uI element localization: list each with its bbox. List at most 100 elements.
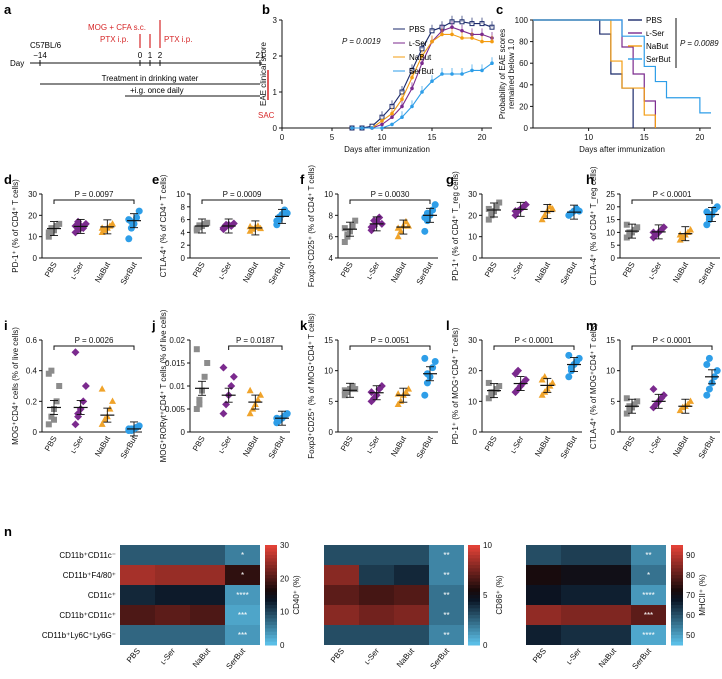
- x-tick-label: PBS: [43, 435, 59, 453]
- heatmap-cell: [120, 545, 155, 565]
- panel-n3: **************PBS ʟ-Ser NaBut SerBut5060708…: [526, 545, 707, 671]
- colorbar-segment: [468, 628, 480, 633]
- significance-stars: **: [443, 551, 449, 560]
- heatmap-cell: [155, 585, 190, 605]
- p-value: P < 0.0001: [653, 336, 692, 345]
- x-tick-label: 5: [330, 133, 335, 142]
- panel-j: j 0 0.005 0.01 0.015 0.02 PBS ʟ-Ser NaBut SerBut P…: [151, 309, 291, 462]
- panel-label-e: e: [152, 172, 159, 187]
- colorbar-segment: [265, 608, 277, 613]
- heatmap-cell: [225, 585, 260, 605]
- x-tick-label: PBS: [621, 261, 637, 279]
- colorbar-segment: [468, 605, 480, 609]
- heatmap-cell: [324, 585, 359, 605]
- x-tick-label: PBS: [483, 435, 499, 453]
- colorbar-segment: [265, 545, 277, 549]
- data-point: [431, 357, 439, 365]
- y-tick-label: 20: [468, 211, 477, 220]
- heatmap-cell: [526, 625, 561, 645]
- data-point: [488, 392, 495, 399]
- data-point: [394, 232, 402, 240]
- colorbar-segment: [265, 548, 277, 553]
- panel-label-f: f: [300, 172, 305, 187]
- p-value: P = 0.0026: [75, 336, 114, 345]
- data-point: [575, 354, 583, 362]
- colorbar-segment: [265, 561, 277, 566]
- colorbar-segment: [468, 635, 480, 639]
- heatmap-cell: [190, 545, 225, 565]
- x-tick-label: 20: [695, 133, 704, 142]
- x-tick-label: PBS: [621, 435, 637, 453]
- data-point: [703, 391, 711, 399]
- data-point: [623, 395, 630, 402]
- x-tick-label: NaBut: [389, 260, 408, 284]
- y-tick-label: 5: [329, 397, 334, 406]
- panel-h: h 0 5 10 15 20 25 PBS ʟ-Ser NaBut SerBut P < 0.0001…: [586, 166, 721, 286]
- panel-d: d 0 10 20 30 PBS ʟ-Ser NaBut SerBut P = 0.0097 PD-…: [4, 172, 143, 286]
- ptx-label-2: PTX i.p.: [164, 35, 192, 44]
- panel-label-j: j: [151, 318, 156, 333]
- colorbar-segment: [468, 585, 480, 589]
- data-point: [538, 215, 546, 223]
- colorbar-segment: [671, 638, 683, 643]
- colorbar-segment: [671, 625, 683, 629]
- data-point: [549, 379, 557, 386]
- data-point: [196, 401, 203, 408]
- heatmap-cell: [561, 565, 596, 585]
- data-point: [71, 348, 80, 357]
- y-tick-label: 40: [519, 81, 528, 90]
- data-point: [575, 207, 583, 215]
- day-label: Day: [10, 59, 24, 68]
- heatmap-cell: [120, 565, 155, 585]
- heatmap-cell: [324, 545, 359, 565]
- legend-label-SerBut: SerBut: [409, 67, 434, 76]
- data-point: [135, 422, 143, 430]
- x-tick-label: ʟ-Ser: [508, 260, 525, 281]
- y-axis-label: PD-1⁺ (% of CD4⁺ T_reg cells): [451, 171, 460, 281]
- colorbar-segment: [671, 595, 683, 599]
- x-tick-label: SerBut: [267, 434, 287, 460]
- y-tick-label: 1: [273, 88, 278, 97]
- y-tick-label: 0: [181, 428, 186, 437]
- y-tick-label: 0: [611, 428, 616, 437]
- colorbar-segment: [265, 598, 277, 603]
- data-point: [196, 222, 203, 229]
- x-tick-label: PBS: [191, 435, 207, 453]
- y-tick-label: 10: [468, 397, 477, 406]
- data-point: [56, 220, 63, 227]
- x-tick-label: NaBut: [671, 260, 690, 284]
- y-tick-label: 0: [33, 254, 38, 263]
- data-point: [705, 385, 713, 393]
- data-point: [135, 207, 143, 215]
- y-tick-label: 20: [28, 211, 37, 220]
- legend-label-L-Ser: ʟ-Ser: [409, 39, 428, 48]
- x-tick-label: SerBut: [697, 434, 717, 460]
- col-label: NaBut: [597, 646, 619, 669]
- heatmap-cell: [561, 545, 596, 565]
- col-label: NaBut: [191, 646, 213, 669]
- data-point: [496, 199, 503, 206]
- heatmap-cell: [190, 585, 225, 605]
- heatmap-cell: [155, 545, 190, 565]
- colorbar-segment: [671, 641, 683, 646]
- x-tick-label: SerBut: [119, 434, 139, 460]
- colorbar-segment: [671, 575, 683, 579]
- colorbar-segment: [265, 575, 277, 579]
- panel-c: c 10 15 20 0 20 40 60 80 100 Days after immunizati…: [496, 2, 719, 154]
- y-tick-label: 4: [181, 228, 186, 237]
- y-tick-label: 10: [176, 190, 185, 199]
- data-point: [390, 122, 394, 127]
- legend-label-NaBut: NaBut: [646, 42, 669, 51]
- colorbar-segment: [265, 618, 277, 623]
- colorbar-segment: [265, 565, 277, 569]
- colorbar-segment: [265, 555, 277, 559]
- data-point: [705, 213, 713, 221]
- colorbar-segment: [671, 558, 683, 563]
- colorbar-segment: [468, 571, 480, 576]
- colorbar-segment: [671, 621, 683, 626]
- heatmap-cell: [324, 605, 359, 625]
- colorbar-segment: [468, 545, 480, 549]
- colorbar-segment: [265, 591, 277, 596]
- col-label: SerBut: [224, 646, 247, 671]
- data-point: [344, 231, 351, 238]
